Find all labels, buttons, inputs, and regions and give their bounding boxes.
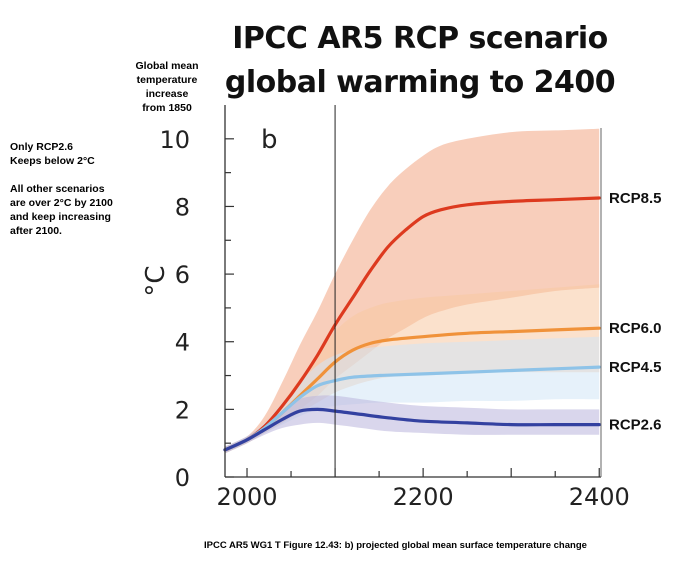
chart-title-line-1: IPCC AR5 RCP scenario: [232, 21, 608, 56]
y-axis-note-line: increase: [145, 88, 189, 100]
y-tick-label: 8: [175, 193, 190, 221]
series-line-rcp45: [223, 365, 601, 452]
side-note-line: Only RCP2.6: [10, 141, 74, 153]
y-tick-label: 0: [175, 464, 190, 492]
x-tick-label: 2200: [393, 483, 454, 511]
x-tick-label: 2000: [216, 483, 277, 511]
side-note-line: and keep increasing: [10, 211, 111, 223]
series-lines: [223, 196, 601, 452]
series-line-rcp85: [223, 196, 601, 452]
figure-caption: IPCC AR5 WG1 T Figure 12.43: b) projecte…: [204, 540, 587, 551]
y-tick-label: 2: [175, 396, 190, 424]
side-annotation: Only RCP2.6 Keeps below 2°C All other sc…: [10, 140, 140, 252]
temperature-chart: 0 2 4 6 8 10 2000 2200 2400 °C b RCP8.5 RCP6.0 RCP4.…: [141, 105, 662, 511]
y-axis-note: Global mean temperature increase from 18…: [112, 59, 222, 115]
side-note-line: are over 2°C by 2100: [10, 197, 113, 209]
series-label-rcp26: RCP2.6: [609, 417, 662, 434]
series-labels: RCP8.5 RCP6.0 RCP4.5 RCP2.6: [609, 190, 662, 434]
series-label-rcp45: RCP4.5: [609, 359, 662, 376]
chart-title-line-2: global warming to 2400: [224, 65, 616, 100]
series-label-rcp85: RCP8.5: [609, 190, 662, 207]
axis-ticks: 0 2 4 6 8 10 2000 2200 2400 °C b: [141, 125, 630, 511]
series-label-rcp60: RCP6.0: [609, 320, 662, 337]
y-tick-label: 10: [159, 126, 190, 154]
band-rcp45: [225, 336, 600, 454]
side-note-line: All other scenarios: [10, 183, 105, 195]
uncertainty-bands: [225, 128, 600, 454]
series-line-rcp26: [223, 407, 601, 452]
y-unit-label: °C: [141, 265, 171, 296]
y-axis-note-line: temperature: [136, 74, 198, 86]
y-axis-note-line: Global mean: [135, 60, 199, 72]
side-note-line: after 2100.: [10, 225, 62, 237]
panel-label: b: [261, 125, 278, 155]
plot-frame: [224, 105, 602, 478]
side-note-line: Keeps below 2°C: [10, 155, 95, 167]
y-axis-note-line: from 1850: [142, 102, 192, 114]
y-tick-label: 6: [175, 261, 190, 289]
x-tick-label: 2400: [569, 483, 630, 511]
y-tick-label: 4: [175, 329, 190, 357]
